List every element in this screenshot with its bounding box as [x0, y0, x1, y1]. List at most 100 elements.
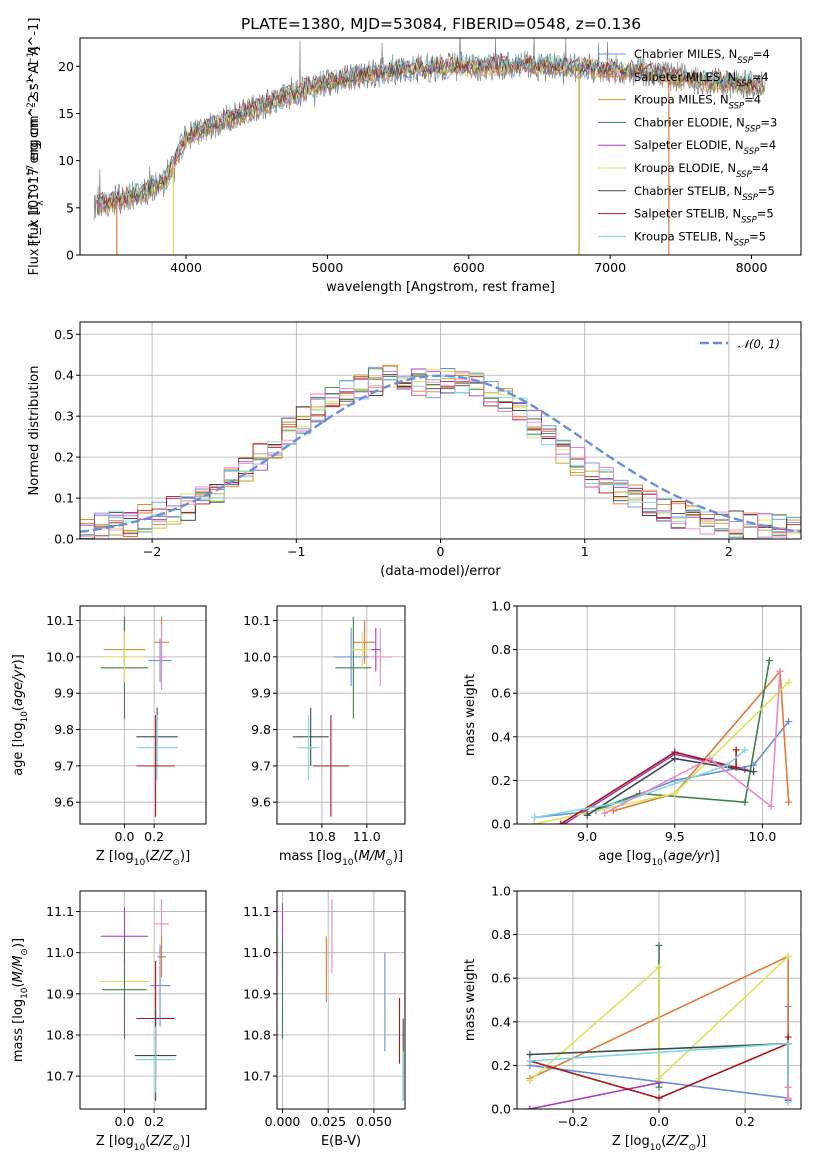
weight-vs-Z-xtick-label-0: −0.2	[558, 1114, 588, 1129]
spectrum-model-8	[96, 53, 764, 206]
residuals-xtick-label-3: 1	[581, 544, 589, 559]
mass-vs-Z-xlabel: Z [log10(Z/Z⊙)]	[96, 1134, 190, 1153]
weight-vs-Z-plot-area	[526, 942, 792, 1109]
spectrum-legend-label-0: Chabrier MILES, NSSP=4	[634, 47, 770, 66]
spectrum-legend: Chabrier MILES, NSSP=4 Salpeter MILES, NS…	[598, 47, 777, 248]
weight-vs-Z-ytick-label-4: 0.8	[491, 927, 511, 942]
mass-vs-Z-ytick-label-4: 11.1	[46, 904, 74, 919]
weight-vs-Z-ytick-label-2: 0.4	[491, 1014, 511, 1029]
residuals-xtick-label-0: −2	[143, 544, 161, 559]
residual-hist-9	[80, 370, 801, 539]
age-vs-mass-frame	[276, 605, 406, 825]
weight-vs-Z-series-7-marker-1	[784, 1040, 792, 1048]
mass-vs-Z-ytick-label-2: 10.9	[46, 986, 74, 1001]
weight-vs-age-series-4-marker-0	[531, 820, 539, 824]
age-vs-mass-axes: 10.8 11.0 9.6 9.7 9.8 9.9 10.0 10.1 mass [log10(…	[243, 605, 406, 868]
age-vs-Z-ylabel: age [log10(age/yr)]	[11, 654, 30, 776]
weight-vs-age-series-5-marker-2	[750, 768, 758, 776]
age-vs-mass-ytick-label-4: 10.0	[243, 649, 271, 664]
weight-vs-age-series-0-marker-2	[671, 776, 679, 784]
weight-vs-age-series-6-marker-0	[557, 820, 565, 824]
mass-vs-Z-axes: 0.0 0.2 10.7 10.8 10.9 11.0 11.1 Z [log10(Z/Z⊙)…	[11, 890, 207, 1153]
mass-vs-EBV-plot-area	[281, 899, 404, 1101]
weight-vs-age-xtick-label-2: 10.0	[749, 829, 777, 844]
mass-vs-EBV-xtick-label-0: 0.000	[265, 1114, 301, 1129]
spectrum-ytick-label-0: 0	[66, 248, 74, 263]
weight-vs-Z-xlabel: Z [log10(Z/Z⊙)]	[612, 1134, 706, 1153]
age-vs-mass-ytick-label-0: 9.6	[251, 795, 271, 810]
mass-vs-Z-ylabel: mass [log10(M/M⊙)]	[11, 938, 30, 1062]
weight-vs-age-ytick-label-0: 0.0	[491, 817, 511, 832]
weight-vs-Z-series-4-marker-2	[655, 1074, 663, 1082]
weight-vs-age-plot-area	[531, 657, 793, 824]
weight-vs-age-series-6-marker-2	[732, 763, 740, 771]
gaussian-legend-label: 𝒩(0, 1)	[738, 337, 780, 351]
weight-vs-age-series-7-marker-0	[531, 813, 539, 821]
mass-vs-Z-ytick-label-3: 11.0	[46, 945, 74, 960]
weight-vs-age-series-2-marker-3	[765, 657, 773, 664]
weight-vs-age-series-6-marker-3	[732, 746, 740, 754]
mass-vs-Z-xtick-label-0: 0.0	[115, 1114, 135, 1129]
age-vs-Z-xtick-label-1: 0.2	[144, 829, 164, 844]
mass-vs-EBV-axes: 0.000 0.025 0.050 10.7 10.8 10.9 11.0 11.1 E(B-V…	[243, 890, 406, 1149]
age-vs-mass-plot-area	[292, 616, 392, 817]
mass-vs-EBV-ytick-label-1: 10.8	[243, 1027, 271, 1042]
residuals-xlabel: (data-model)/error	[380, 564, 501, 579]
spectrum-legend-label-3: Chabrier ELODIE, NSSP=3	[634, 115, 777, 134]
weight-vs-Z-series-2-marker-1	[655, 942, 663, 949]
weight-vs-age-series-1-marker-3	[785, 798, 793, 806]
weight-vs-Z-ytick-label-1: 0.2	[491, 1058, 511, 1073]
residuals-ytick-label-4: 0.4	[54, 368, 74, 383]
weight-vs-age-series-6-marker-1	[671, 748, 679, 756]
weight-vs-Z-series-8-marker-1	[784, 1083, 792, 1091]
residuals-xtick-label-2: 0	[437, 544, 445, 559]
weight-vs-age-ytick-label-4: 0.8	[491, 642, 511, 657]
spectrum-ytick-label-3: 15	[58, 106, 74, 121]
weight-vs-age-ytick-label-2: 0.4	[491, 729, 511, 744]
mass-vs-EBV-xtick-label-2: 0.050	[356, 1114, 392, 1129]
weight-vs-Z-xtick-label-2: 0.2	[735, 1114, 755, 1129]
residuals-xtick-label-1: −1	[287, 544, 305, 559]
age-vs-mass-ytick-label-3: 9.9	[251, 686, 271, 701]
weight-vs-Z-ytick-label-5: 1.0	[491, 884, 511, 899]
weight-vs-age-series-8-marker-1	[706, 755, 714, 763]
weight-vs-age-series-8-marker-3	[776, 667, 784, 675]
age-vs-mass-ytick-label-1: 9.7	[251, 758, 271, 773]
spectrum-xlabel: wavelength [Angstrom, rest frame]	[326, 280, 555, 295]
spectrum-xtick-label-3: 7000	[594, 260, 626, 275]
weight-vs-age-ytick-label-1: 0.2	[491, 773, 511, 788]
mass-vs-Z-frame	[79, 890, 207, 1110]
weight-vs-Z-axes: −0.2 0.0 0.2 0.0 0.2 0.4 0.6 0.8 1.0 Z [log10(Z/Z…	[463, 884, 802, 1153]
weight-vs-age-series-8	[604, 671, 781, 814]
weight-vs-Z-series-7-marker-0	[526, 1057, 534, 1065]
weight-vs-age-series-8-marker-0	[601, 809, 609, 817]
weight-vs-age-xtick-label-1: 9.5	[665, 829, 685, 844]
weight-vs-age-ylabel: mass weight	[463, 674, 478, 756]
weight-vs-Z-series-4-marker-1	[655, 963, 663, 971]
mass-vs-EBV-xlabel: E(B-V)	[321, 1134, 361, 1149]
weight-vs-Z-ytick-label-0: 0.0	[491, 1102, 511, 1117]
weight-vs-age-series-0-marker-4	[785, 718, 793, 726]
age-vs-Z-frame	[79, 605, 207, 825]
age-vs-mass-xtick-label-1: 11.0	[353, 829, 381, 844]
weight-vs-age-series-2-marker-2	[741, 798, 749, 806]
residuals-ytick-label-0: 0.0	[54, 532, 74, 547]
weight-vs-Z-series-6-marker-1	[655, 1094, 663, 1102]
mass-vs-EBV-ytick-label-3: 11.0	[243, 945, 271, 960]
age-vs-Z-xtick-label-0: 0.0	[115, 829, 135, 844]
spectrum-frame	[79, 37, 802, 256]
age-vs-Z-ytick-label-5: 10.1	[46, 613, 74, 628]
mass-vs-Z-ytick-label-1: 10.8	[46, 1027, 74, 1042]
weight-vs-age-xtick-label-0: 9.0	[577, 829, 597, 844]
residuals-plot-area	[80, 364, 801, 539]
residuals-ylabel: Normed distribution	[27, 366, 42, 496]
residuals-axes: −2 −1 0 1 2 0.0 0.1 0.2 0.3 0.4 0.5 (data-model)/er…	[27, 321, 802, 579]
figure-title: PLATE=1380, MJD=53084, FIBERID=0548, z=0…	[241, 15, 641, 33]
mass-vs-Z-xtick-label-1: 0.2	[144, 1114, 164, 1129]
weight-vs-age-series-4	[534, 681, 790, 824]
spectrum-legend-label-6: Chabrier STELIB, NSSP=5	[634, 184, 775, 203]
spectrum-legend-label-7: Salpeter STELIB, NSSP=5	[634, 207, 774, 226]
weight-vs-age-series-7	[534, 749, 746, 819]
mass-vs-EBV-ytick-label-2: 10.9	[243, 986, 271, 1001]
